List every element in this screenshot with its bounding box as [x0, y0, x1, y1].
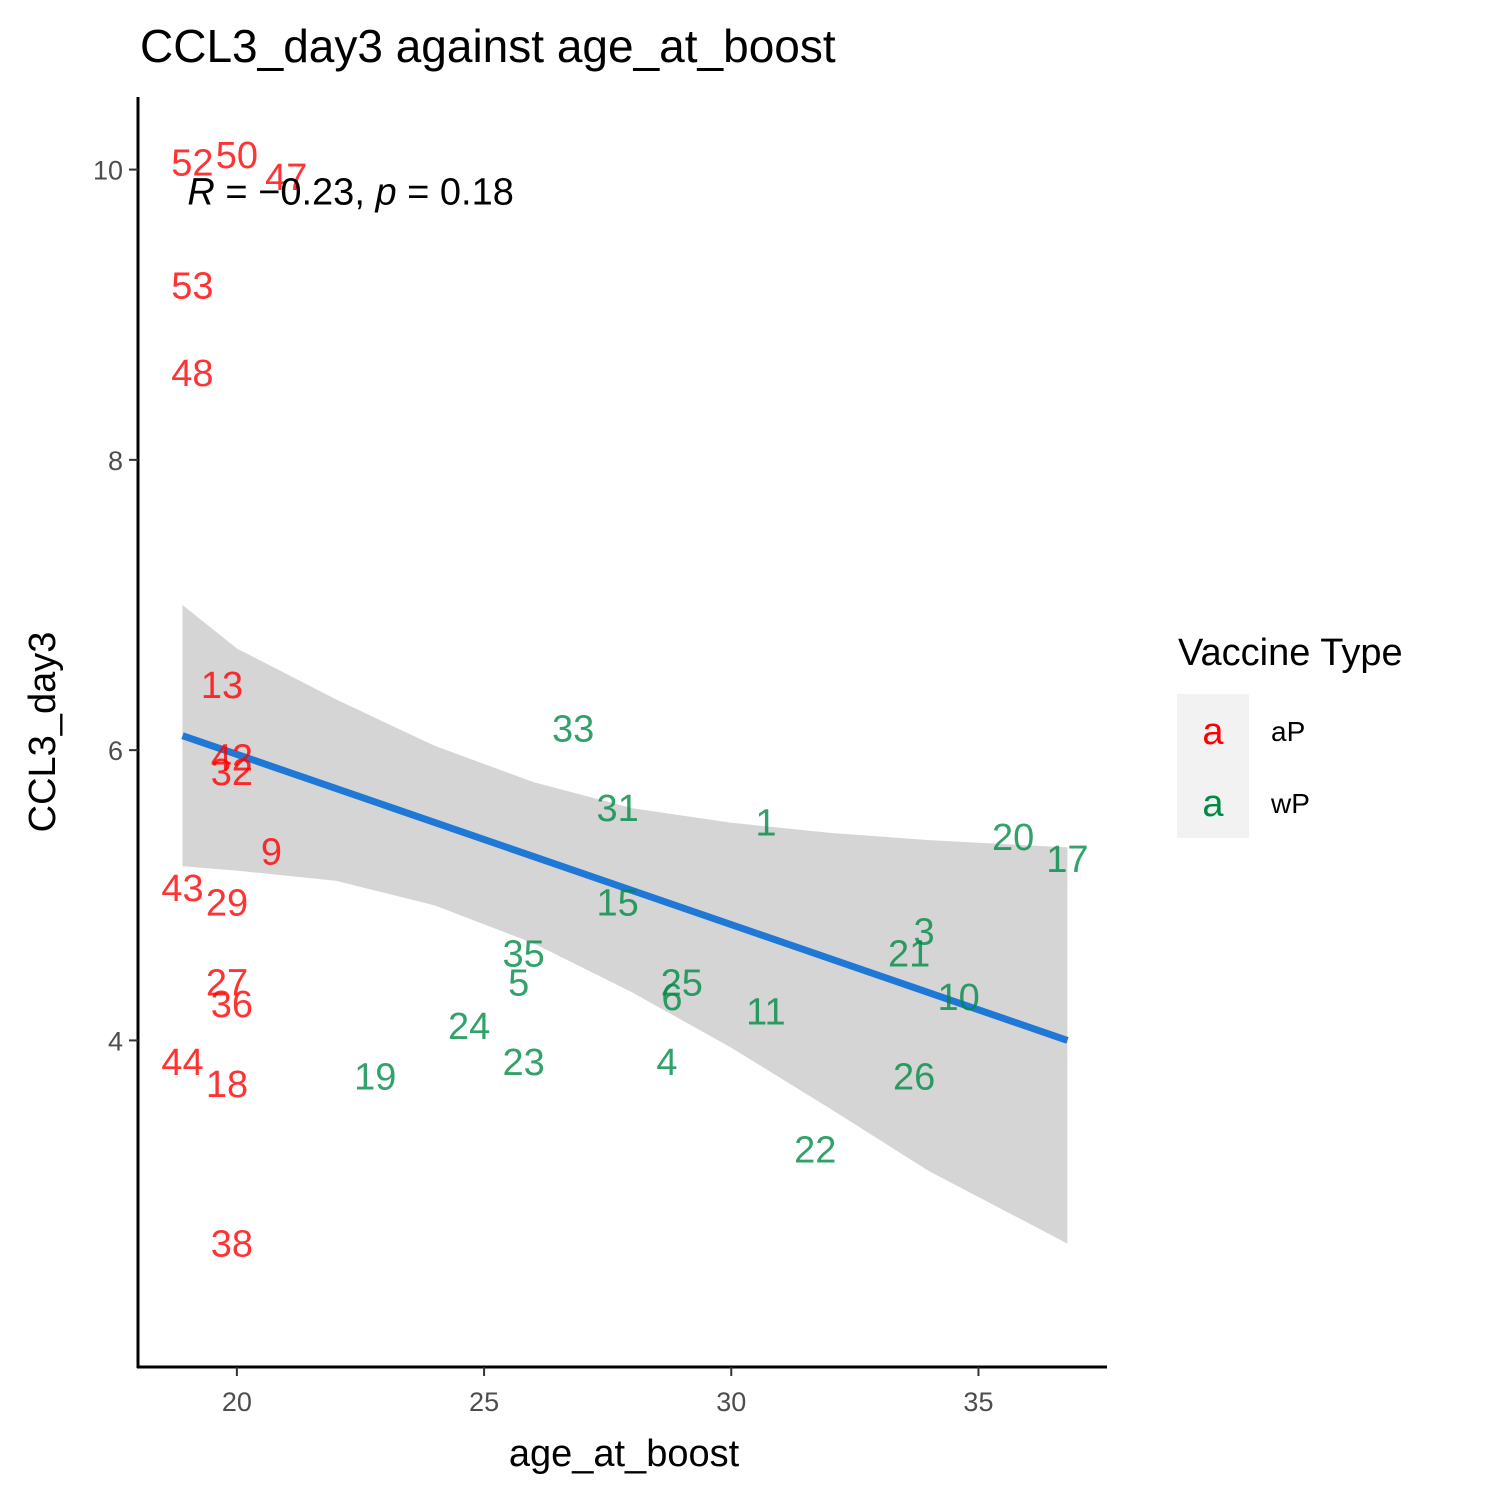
y-tick-label: 6 [108, 736, 123, 766]
y-tick-label: 8 [108, 446, 123, 476]
point-label-wp-24: 24 [448, 1006, 490, 1048]
point-label-ap-13: 13 [201, 665, 243, 707]
point-label-ap-27: 27 [206, 962, 248, 1004]
legend-title: Vaccine Type [1178, 632, 1403, 674]
point-label-ap-18: 18 [206, 1064, 248, 1106]
point-label-wp-20: 20 [992, 817, 1034, 859]
legend-label-wp: wP [1270, 788, 1310, 819]
point-label-wp-22: 22 [794, 1129, 836, 1171]
point-label-wp-21: 21 [888, 933, 930, 975]
legend-key-wp: a [1202, 783, 1224, 825]
confidence-ribbon [182, 605, 1068, 1244]
regression-line [181, 732, 1069, 1044]
point-label-wp-31: 31 [596, 788, 638, 830]
p-equals: = [397, 171, 440, 213]
stat-separator: , [354, 171, 375, 213]
point-label-wp-4: 4 [656, 1042, 677, 1084]
y-axis-title: CCL3_day3 [22, 632, 64, 833]
x-tick-label: 30 [716, 1387, 746, 1417]
p-value: 0.18 [440, 171, 514, 213]
point-label-wp-23: 23 [502, 1042, 544, 1084]
point-label-ap-52: 52 [171, 142, 213, 184]
x-axis-ticks: 20 25 30 35 [222, 1367, 993, 1417]
p-symbol: p [374, 171, 396, 213]
legend-label-ap: aP [1271, 716, 1305, 747]
point-label-ap-48: 48 [171, 353, 213, 395]
point-label-ap-38: 38 [211, 1224, 253, 1266]
point-label-wp-1: 1 [755, 803, 776, 845]
point-label-wp-35: 35 [502, 933, 544, 975]
x-tick-label: 35 [963, 1387, 993, 1417]
point-label-ap-42: 42 [211, 737, 253, 779]
point-label-ap-29: 29 [206, 883, 248, 925]
point-label-wp-11: 11 [746, 991, 785, 1033]
legend-key-ap: a [1202, 711, 1224, 753]
chart-title: CCL3_day3 against age_at_boost [140, 20, 836, 72]
point-label-wp-17: 17 [1046, 839, 1088, 881]
point-label-ap-44: 44 [161, 1042, 203, 1084]
point-label-wp-10: 10 [938, 977, 980, 1019]
r-equals: = [215, 171, 258, 213]
point-label-ap-50: 50 [216, 135, 258, 177]
x-axis-title: age_at_boost [509, 1433, 740, 1475]
correlation-annotation: R = −0.23, p = 0.18 [187, 171, 513, 213]
r-value: −0.23 [258, 171, 354, 213]
point-label-wp-25: 25 [661, 962, 703, 1004]
point-label-wp-6: 6 [661, 977, 682, 1019]
point-label-wp-19: 19 [354, 1057, 396, 1099]
x-tick-label: 20 [222, 1387, 252, 1417]
point-label-wp-33: 33 [552, 708, 594, 750]
point-label-ap-36: 36 [211, 984, 253, 1026]
x-tick-label: 25 [469, 1387, 499, 1417]
legend-key-bg-wp [1177, 766, 1249, 838]
point-label-ap-9: 9 [261, 832, 282, 874]
legend: Vaccine Type a a aP wP [1177, 632, 1403, 838]
point-label-ap-53: 53 [171, 266, 213, 308]
point-label-ap-47: 47 [265, 157, 307, 199]
point-label-wp-26: 26 [893, 1057, 935, 1099]
point-label-wp-5: 5 [508, 962, 529, 1004]
y-tick-label: 10 [93, 156, 123, 186]
point-label-wp-3: 3 [914, 912, 935, 954]
point-label-ap-32: 32 [211, 752, 253, 794]
y-axis-ticks: 4 6 8 10 [93, 156, 138, 1056]
y-tick-label: 4 [108, 1026, 123, 1056]
legend-key-bg-ap [1177, 694, 1249, 766]
point-label-ap-43: 43 [161, 868, 203, 910]
point-label-wp-15: 15 [596, 883, 638, 925]
r-symbol: R [187, 171, 214, 213]
